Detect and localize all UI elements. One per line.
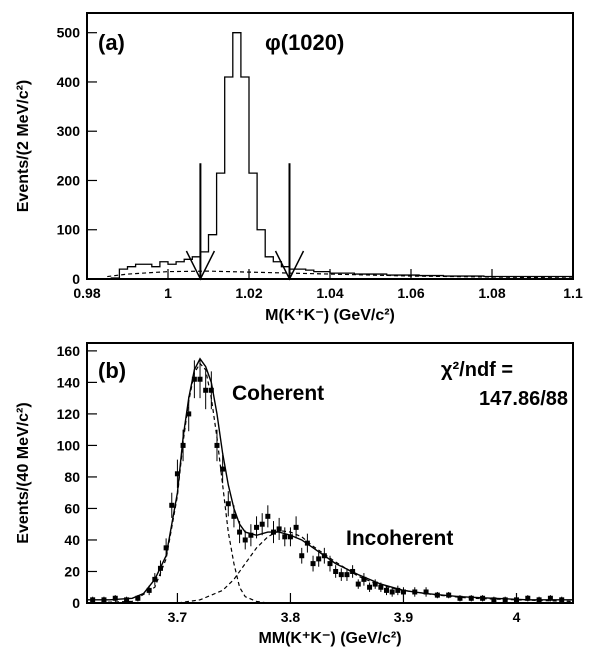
panel-b-label: (b) [98,358,126,383]
x-tick-label: 1.06 [397,285,424,301]
panel-b-fit-stat-label: χ²/ndf = [441,359,513,381]
data-point [254,524,260,530]
data-point [112,595,118,601]
data-point [197,376,203,382]
data-point [169,502,175,508]
panel-b-xlabel: MM(K⁺K⁻) (GeV/c²) [258,630,401,647]
data-point [242,537,248,543]
x-tick-label: 0.98 [73,285,100,301]
y-tick-label: 0 [72,595,80,611]
data-point [547,595,553,601]
y-tick-label: 20 [64,563,80,579]
data-point [372,581,378,587]
data-point [378,584,384,590]
panel-b-frame [86,342,574,604]
data-point [384,587,390,593]
panel-a-annotation: φ(1020) [265,30,344,55]
data-point [327,561,333,567]
panel-b-series [86,357,574,604]
y-tick-label: 60 [64,500,80,516]
y-tick-label: 300 [57,123,81,139]
data-point [265,513,271,519]
data-point [423,589,429,595]
panel-a-xlabel: M(K⁺K⁻) (GeV/c²) [265,307,395,324]
data-point [400,589,406,595]
panel-b-ylabel: Events/(40 MeV/c²) [15,402,32,543]
data-point [208,387,214,393]
panel-a-chart: 0.98 1 1.02 1.04 1.06 1.08 1.1 0 100 200 300 400 500… [15,12,583,324]
data-point [293,524,299,530]
data-point [124,597,130,603]
data-point [287,534,293,540]
y-tick-label: 400 [57,74,81,90]
data-point [237,529,243,535]
data-point [203,387,209,393]
y-tick-label: 0 [72,271,80,287]
panel-b-coherent-label: Coherent [232,382,324,405]
panel-a-series [87,32,574,280]
data-point [174,471,180,477]
x-tick-label: 1 [164,285,172,301]
panel-b-incoherent-label: Incoherent [346,527,453,550]
y-tick-label: 160 [57,343,81,359]
data-point [333,568,339,574]
y-tick-label: 80 [64,469,80,485]
data-point [338,572,344,578]
y-tick-label: 200 [57,172,81,188]
data-point [389,589,395,595]
data-point [355,581,361,587]
x-tick-label: 3.9 [394,609,414,625]
histogram-series [87,32,573,280]
data-point [395,587,401,593]
data-point [163,545,169,551]
panel-b-fit-stat-value: 147.86/88 [479,388,568,410]
panel-a-cut-arrows [185,163,305,281]
data-point [361,576,367,582]
data-point [276,526,282,532]
cut-arrow-head [274,250,305,281]
panel-a-label: (a) [98,30,125,55]
y-tick-label: 500 [57,25,81,41]
data-point [214,442,220,448]
data-point [344,572,350,578]
data-point [316,556,322,562]
y-tick-label: 100 [57,222,81,238]
x-tick-label: 4 [513,609,521,625]
data-point [259,521,265,527]
x-tick-label: 1.1 [563,285,583,301]
y-tick-label: 140 [57,374,81,390]
dashed-curve [107,270,574,279]
data-point [299,553,305,559]
data-point [191,376,197,382]
data-point [231,513,237,519]
data-point [310,561,316,567]
x-tick-label: 1.04 [316,285,343,301]
y-tick-label: 100 [57,437,81,453]
panel-a-ticks: 0.98 1 1.02 1.04 1.06 1.08 1.1 0 100 200 300 400 500 [57,25,583,301]
data-point [525,595,531,601]
cut-arrow-head [185,250,216,281]
x-tick-label: 1.08 [478,285,505,301]
data-point [367,584,373,590]
data-point [491,597,497,603]
data-point [225,501,231,507]
dashed-curve [87,529,574,604]
y-tick-label: 40 [64,532,80,548]
x-tick-label: 3.7 [168,609,188,625]
x-tick-label: 1.02 [235,285,262,301]
data-point [186,411,192,417]
data-point [220,466,226,472]
data-point [282,534,288,540]
y-tick-label: 120 [57,406,81,422]
data-point [248,532,254,538]
x-tick-label: 3.8 [281,609,301,625]
panel-a-ylabel: Events/(2 MeV/c²) [15,80,32,212]
dashed-curve [86,362,291,604]
data-point [457,595,463,601]
